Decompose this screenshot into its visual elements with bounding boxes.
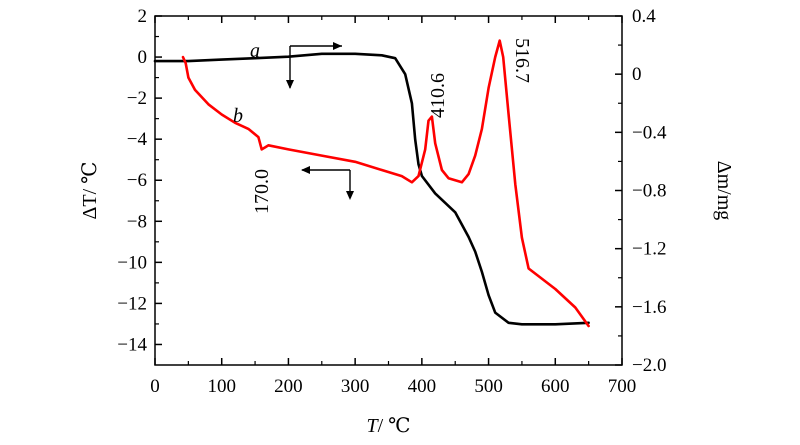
y-left-axis-var: ΔT bbox=[79, 194, 101, 219]
arrow-b-head-left bbox=[301, 166, 310, 174]
arrow-a-head-right bbox=[333, 42, 342, 50]
x-tick-label: 300 bbox=[341, 376, 370, 397]
arrow-a-head-down bbox=[286, 80, 294, 89]
x-tick-label: 100 bbox=[207, 376, 236, 397]
y-left-tick-label: 2 bbox=[138, 6, 148, 27]
y-left-tick-label: −12 bbox=[117, 293, 147, 314]
tick-marks bbox=[154, 15, 623, 366]
y-left-tick-label: −8 bbox=[127, 211, 147, 232]
x-tick-label: 700 bbox=[608, 376, 637, 397]
y-left-tick-label: 0 bbox=[138, 47, 148, 68]
peak-label-516: 516.7 bbox=[511, 38, 533, 83]
y-right-tick-label: −0.4 bbox=[632, 122, 667, 143]
arrow-b-head-down bbox=[346, 191, 354, 200]
y-left-tick-label: −6 bbox=[127, 170, 147, 191]
y-right-tick-label: −1.2 bbox=[632, 239, 666, 260]
y-right-tick-label: 0.4 bbox=[632, 6, 656, 27]
series-line-b bbox=[181, 39, 590, 328]
y-right-axis-unit: /mg bbox=[713, 189, 735, 220]
x-tick-label: 200 bbox=[274, 376, 303, 397]
y-left-tick-label: −4 bbox=[127, 129, 148, 150]
series-line-a bbox=[153, 52, 590, 326]
x-tick-label: 600 bbox=[541, 376, 570, 397]
y-right-tick-label: −2.0 bbox=[632, 355, 666, 376]
series-layer bbox=[153, 39, 590, 328]
y-left-axis-unit: / ℃ bbox=[79, 161, 101, 194]
axis-indicator-arrows bbox=[286, 42, 354, 200]
peak-label-170: 170.0 bbox=[251, 169, 273, 214]
y-left-axis-title: ΔT/ ℃ bbox=[79, 161, 101, 219]
plot-frame bbox=[154, 15, 623, 366]
tick-labels: 0 100 200 300 400 500 600 700 2 0 −2 −4 −6 −8 −10 −12 −1… bbox=[117, 6, 667, 397]
peak-label-410: 410.6 bbox=[427, 73, 449, 118]
y-left-tick-label: −14 bbox=[117, 334, 147, 355]
x-tick-label: 500 bbox=[474, 376, 503, 397]
x-tick-label: 0 bbox=[150, 376, 160, 397]
series-label-b: b bbox=[233, 105, 243, 127]
y-right-tick-label: −0.8 bbox=[632, 181, 666, 202]
y-left-tick-label: −2 bbox=[127, 88, 147, 109]
y-right-tick-label: −1.6 bbox=[632, 297, 666, 318]
x-axis-title: T/ ℃ bbox=[366, 415, 410, 437]
y-right-tick-label: 0 bbox=[632, 64, 642, 85]
series-label-a: a bbox=[250, 40, 260, 62]
y-right-axis-title: Δm/mg bbox=[713, 161, 735, 221]
y-right-axis-var: Δm bbox=[713, 161, 735, 190]
x-tick-label: 400 bbox=[408, 376, 437, 397]
y-left-tick-label: −10 bbox=[117, 252, 147, 273]
